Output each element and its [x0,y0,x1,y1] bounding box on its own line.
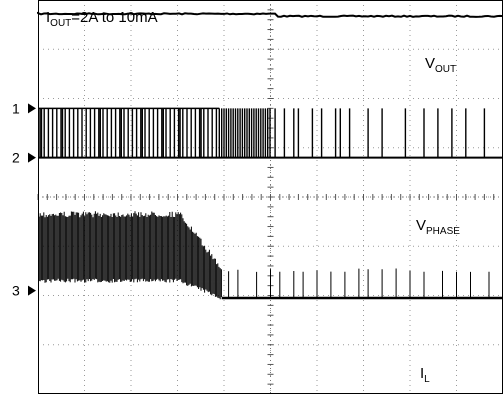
annotation-subscript: OUT [50,18,71,29]
annotation-rest: =2A to 10mA [71,9,157,26]
channel-marker-label: 1 [12,100,20,116]
series-label-vout-sub: OUT [435,64,456,75]
grid [37,0,503,394]
channel-marker-arrow [28,152,36,163]
trace-vphase-pulses [39,108,486,158]
channel-marker-arrow [28,285,36,296]
series-label-vphase-name: V [416,217,426,234]
channel-marker-arrow [28,103,36,114]
channel-marker-label: 3 [12,283,20,299]
series-label-il-sub: L [424,374,430,385]
trace-vout [37,11,503,18]
current-step-annotation: IOUT=2A to 10mA [46,9,158,29]
series-label-vout: VOUT [425,55,456,75]
series-label-il: IL [420,365,430,385]
series-label-vout-name: V [425,55,435,72]
annotation-main: I [46,9,50,26]
series-label-vphase-sub: PHASE [426,226,460,237]
channel-markers: 1 2 3 [12,100,36,299]
channel-marker-label: 2 [12,150,20,166]
series-label-il-name: I [420,365,424,382]
series-label-vphase: VPHASE [416,217,460,237]
